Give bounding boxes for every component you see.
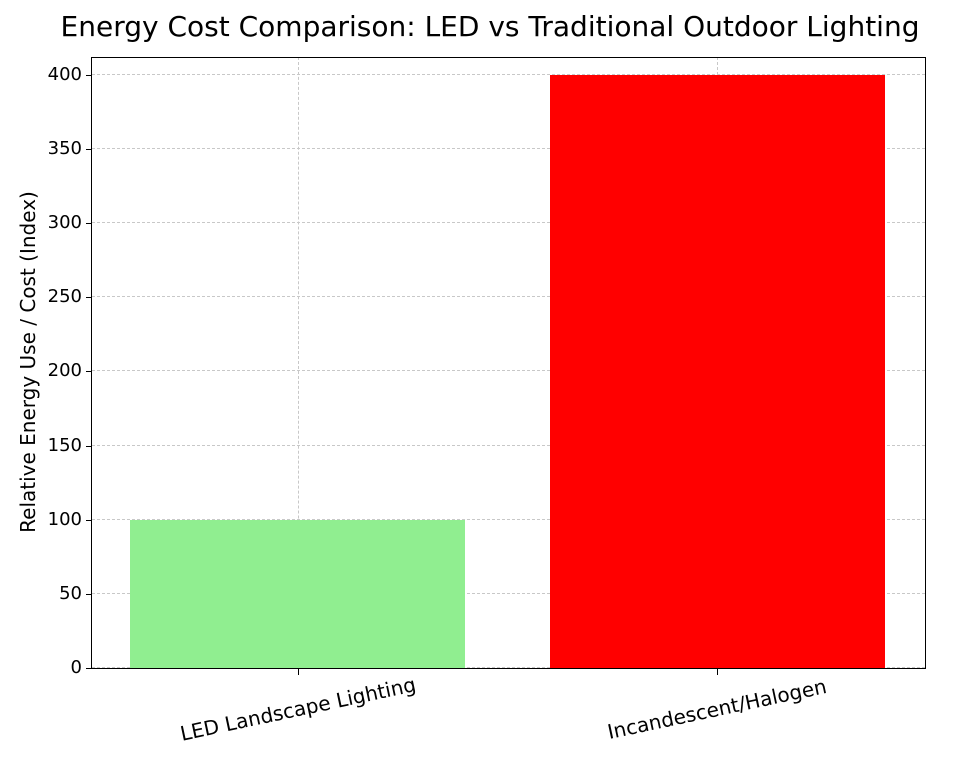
gridline-horizontal <box>92 222 925 224</box>
x-tick-label: Incandescent/Halogen <box>605 674 830 744</box>
y-tick-label: 250 <box>47 286 82 308</box>
x-tick-label: LED Landscape Lighting <box>177 672 418 746</box>
gridline-vertical <box>297 57 299 668</box>
chart-title: Energy Cost Comparison: LED vs Tradition… <box>60 10 920 43</box>
gridline-horizontal <box>92 296 925 298</box>
axis-spine-bottom <box>91 668 926 669</box>
y-tick-mark <box>86 223 92 225</box>
y-tick-mark <box>86 148 92 150</box>
y-tick-mark <box>86 519 92 521</box>
y-tick-label: 200 <box>47 360 82 382</box>
gridline-horizontal <box>92 73 925 75</box>
y-tick-mark <box>86 445 92 447</box>
x-tick-mark <box>717 669 719 675</box>
y-tick-label: 350 <box>47 137 82 159</box>
y-tick-mark <box>86 74 92 76</box>
y-tick-mark <box>86 593 92 595</box>
y-tick-label: 150 <box>47 434 82 456</box>
y-tick-label: 100 <box>47 508 82 530</box>
y-tick-label: 0 <box>70 657 82 678</box>
gridline-horizontal <box>92 592 925 594</box>
x-tick-mark <box>297 669 299 675</box>
gridline-horizontal <box>92 147 925 149</box>
bar-led-landscape-lighting <box>130 519 465 668</box>
gridline-horizontal <box>92 444 925 446</box>
plot-area <box>92 57 925 668</box>
bar-incandescent-halogen <box>550 74 885 668</box>
gridline-horizontal <box>92 667 925 668</box>
axis-spine-right <box>925 57 926 669</box>
axis-spine-left <box>91 57 92 669</box>
gridline-horizontal <box>92 370 925 372</box>
y-tick-label: 50 <box>59 582 82 604</box>
y-tick-label: 300 <box>47 212 82 234</box>
y-tick-mark <box>86 371 92 373</box>
axis-spine-top <box>91 57 926 58</box>
y-tick-mark <box>86 297 92 299</box>
gridline-horizontal <box>92 518 925 520</box>
y-tick-mark <box>86 668 92 669</box>
y-tick-label: 400 <box>47 63 82 85</box>
